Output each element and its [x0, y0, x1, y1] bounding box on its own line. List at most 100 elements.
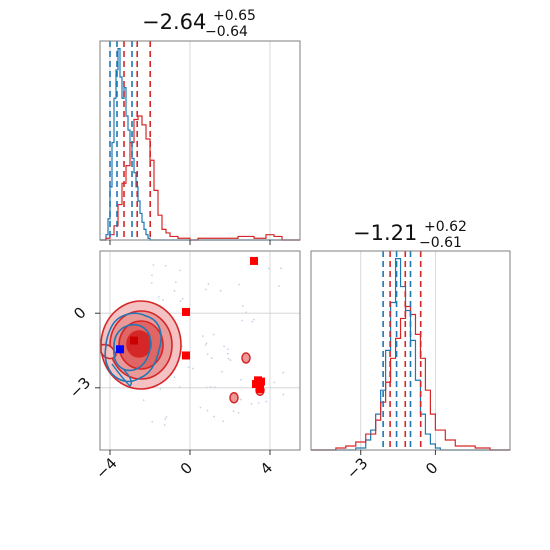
point-marker-1	[130, 336, 138, 345]
cloud-point	[164, 264, 167, 267]
blue-contour-outer	[104, 312, 162, 383]
cloud-point	[163, 424, 166, 426]
cloud-point	[239, 378, 242, 381]
cloud-point	[241, 305, 244, 307]
blue-contour-wiggle	[111, 363, 133, 387]
cloud-point	[201, 335, 204, 338]
contour-island-1	[241, 352, 251, 364]
cloud-point	[199, 406, 202, 409]
cloud-point	[279, 267, 282, 270]
hist2-title-plus: +0.62	[424, 219, 467, 235]
cloud-point	[205, 342, 208, 345]
cloud-point	[178, 385, 181, 388]
cloud-point	[227, 348, 230, 351]
cloud-point	[222, 420, 225, 423]
blue-contour-inner	[113, 323, 152, 372]
cloud-point	[223, 345, 225, 348]
cloud-point	[237, 411, 240, 414]
contour-xtick-label-0: −4	[92, 454, 120, 482]
contour-points-blue	[116, 336, 138, 354]
hist2-grid	[360, 251, 436, 450]
cloud-point	[226, 352, 229, 355]
contour-ytick-label-0: 0	[70, 303, 89, 322]
cloud-point	[207, 283, 210, 285]
hist1-series-0-step	[100, 48, 300, 241]
contour-ytick-label-1: −3	[66, 374, 94, 402]
contour-frame	[99, 250, 301, 451]
cloud-point	[282, 371, 285, 374]
cloud-point	[179, 269, 181, 272]
hist2-frame	[310, 250, 511, 451]
cloud-point	[221, 370, 223, 373]
contour-xtick-label-1: 0	[177, 459, 196, 478]
hist1-xticks	[109, 240, 271, 245]
cloud-point	[212, 333, 215, 336]
cloud-point	[227, 357, 230, 360]
cloud-point	[164, 418, 167, 420]
point-red-2	[182, 351, 190, 360]
hist1-bars	[100, 48, 300, 241]
cloud-point	[239, 398, 242, 401]
cloud-point	[241, 319, 244, 322]
cloud-point	[206, 353, 209, 355]
point-marker-0	[116, 345, 124, 354]
hist2-xtick-label-0: −3	[343, 454, 371, 482]
cloud-point	[251, 320, 254, 323]
cloud-point	[206, 409, 209, 412]
hist1-title-plus: +0.65	[213, 8, 256, 24]
cloud-point	[151, 274, 153, 277]
point-red-6	[256, 385, 264, 394]
cloud-point	[273, 381, 276, 384]
hist1-title-median: −2.64	[142, 10, 206, 34]
cloud-point	[232, 410, 235, 413]
cloud-point	[245, 311, 247, 314]
point-red-1	[182, 307, 190, 316]
cloud-point	[150, 282, 153, 284]
cloud-point	[204, 344, 207, 346]
cloud-point	[213, 386, 216, 389]
hist2-title: −1.21 +0.62 −0.61	[353, 212, 474, 251]
hist-panel-param1: −2.64 +0.65 −0.64	[99, 1, 301, 245]
point-red-4	[257, 377, 265, 386]
hist1-title: −2.64 +0.65 −0.64	[142, 1, 263, 40]
hist1-quantiles	[109, 41, 151, 240]
point-red-0	[250, 256, 258, 265]
hist1-frame	[99, 40, 301, 241]
hist-panel-param2: −3 0 −1.21 +0.62 −0.61	[310, 212, 511, 483]
hist2-title-median: −1.21	[353, 221, 417, 245]
hist2-xtick-label-1: 0	[422, 459, 441, 478]
cloud-point	[282, 393, 285, 396]
hist2-xticks: −3 0	[343, 450, 442, 483]
contour-xtick-label-2: 4	[257, 459, 276, 478]
cloud-point	[219, 289, 222, 292]
hist1-series-1-step	[100, 115, 300, 241]
cloud-point	[257, 402, 260, 404]
cloud-point	[159, 388, 162, 390]
hist2-title-minus: −0.61	[419, 235, 462, 251]
cloud-point	[157, 295, 160, 298]
cloud-point	[278, 285, 280, 287]
cloud-point	[265, 400, 268, 403]
cloud-point	[250, 402, 253, 405]
contour-points-red	[182, 256, 265, 394]
cloud-point	[165, 416, 168, 418]
cloud-point	[213, 415, 216, 418]
contour-island-0	[229, 392, 239, 404]
cloud-point	[205, 386, 208, 389]
contour-blue-levels	[104, 312, 162, 387]
cloud-point	[162, 299, 164, 302]
cloud-point	[173, 289, 176, 292]
contour-red-levels	[100, 300, 182, 390]
cloud-point	[187, 366, 190, 369]
cloud-point	[252, 318, 255, 321]
cloud-point	[191, 367, 194, 370]
hist1-title-minus: −0.64	[205, 24, 248, 40]
point-red-5	[252, 380, 260, 389]
cloud-point	[229, 359, 232, 362]
cloud-point	[151, 420, 154, 423]
cloud-point	[267, 267, 270, 270]
cloud-point	[210, 357, 213, 359]
cloud-point	[209, 386, 212, 388]
hist2-series-0-step	[311, 258, 510, 451]
